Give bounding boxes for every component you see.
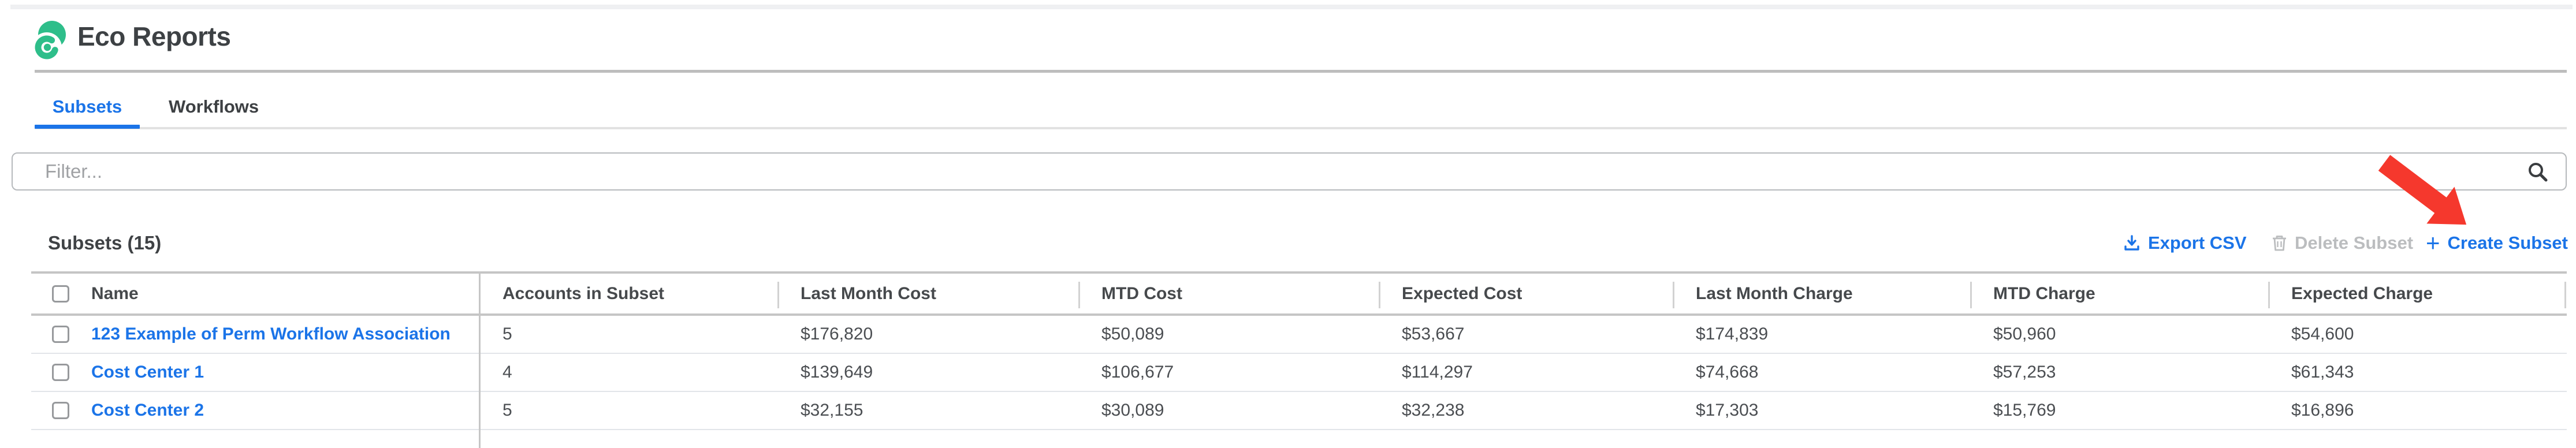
column-header-last-month-cost[interactable]: Last Month Cost <box>801 283 936 303</box>
table-row: Cost Center 2 5 $32,155 $30,089 $32,238 … <box>31 392 2567 430</box>
column-header-last-month-charge[interactable]: Last Month Charge <box>1696 283 1853 303</box>
header-divider <box>35 70 2567 73</box>
mtd-charge-cell: $15,769 <box>1993 401 2056 420</box>
trash-icon <box>2273 236 2286 251</box>
tabs-baseline <box>35 127 2567 129</box>
last-month-charge-cell: $74,668 <box>1696 363 1759 382</box>
mtd-charge-cell: $50,960 <box>1993 324 2056 344</box>
last-month-charge-cell: $174,839 <box>1696 324 1769 344</box>
accounts-cell: 4 <box>502 363 512 382</box>
active-tab-indicator <box>35 125 140 129</box>
row-checkbox[interactable] <box>52 402 69 419</box>
subset-name-link[interactable]: Cost Center 1 <box>91 363 204 382</box>
column-header-accounts[interactable]: Accounts in Subset <box>502 283 665 303</box>
mtd-cost-cell: $30,089 <box>1101 401 1164 420</box>
column-header-mtd-cost[interactable]: MTD Cost <box>1101 283 1182 303</box>
subsets-count-heading: Subsets (15) <box>48 232 162 253</box>
download-icon <box>2124 235 2139 251</box>
last-month-charge-cell: $17,303 <box>1696 401 1759 420</box>
delete-subset-button[interactable]: Delete Subset <box>2272 232 2413 255</box>
column-header-mtd-charge[interactable]: MTD Charge <box>1993 283 2095 303</box>
expected-cost-cell: $53,667 <box>1402 324 1465 344</box>
create-subset-label: Create Subset <box>2447 233 2568 253</box>
export-csv-button[interactable]: Export CSV <box>2123 232 2247 255</box>
header-column-separator <box>1673 282 1674 308</box>
expected-charge-cell: $61,343 <box>2291 363 2354 382</box>
table-row: Cost Center 1 4 $139,649 $106,677 $114,2… <box>31 354 2567 392</box>
mtd-cost-cell: $106,677 <box>1101 363 1174 382</box>
column-header-expected-charge[interactable]: Expected Charge <box>2291 283 2433 303</box>
eco-reports-logo-icon <box>33 21 66 62</box>
subsets-table: Name Accounts in Subset Last Month Cost … <box>31 271 2567 448</box>
subset-name-link[interactable]: Cost Center 2 <box>91 401 204 420</box>
header-checkbox-cell <box>31 285 91 303</box>
column-header-name[interactable]: Name <box>91 283 139 303</box>
subset-name-link[interactable]: 123 Example of Perm Workflow Association <box>91 324 451 344</box>
header-column-separator <box>1078 282 1080 308</box>
expected-charge-cell: $54,600 <box>2291 324 2354 344</box>
accounts-cell: 5 <box>502 401 512 420</box>
name-column-divider <box>479 271 481 448</box>
create-subset-button[interactable]: + Create Subset <box>2426 229 2568 256</box>
top-edge-strip <box>10 5 2573 9</box>
tab-subsets[interactable]: Subsets <box>52 96 122 117</box>
page-title: Eco Reports <box>77 21 231 51</box>
delete-subset-label: Delete Subset <box>2295 233 2414 253</box>
header-column-separator <box>777 282 779 308</box>
table-row: 123 Example of Perm Workflow Association… <box>31 316 2567 354</box>
plus-icon: + <box>2426 229 2440 256</box>
expected-charge-cell: $16,896 <box>2291 401 2354 420</box>
expected-cost-cell: $32,238 <box>1402 401 1465 420</box>
mtd-charge-cell: $57,253 <box>1993 363 2056 382</box>
row-checkbox[interactable] <box>52 326 69 343</box>
header-column-separator <box>1970 282 1972 308</box>
column-header-expected-cost[interactable]: Expected Cost <box>1402 283 1522 303</box>
row-checkbox[interactable] <box>52 364 69 381</box>
last-month-cost-cell: $139,649 <box>801 363 873 382</box>
last-month-cost-cell: $176,820 <box>801 324 873 344</box>
select-all-checkbox[interactable] <box>52 285 69 303</box>
export-csv-label: Export CSV <box>2148 233 2247 253</box>
accounts-cell: 5 <box>502 324 512 344</box>
search-icon[interactable] <box>2527 162 2548 182</box>
header-column-separator <box>1379 282 1380 308</box>
mtd-cost-cell: $50,089 <box>1101 324 1164 344</box>
last-month-cost-cell: $32,155 <box>801 401 863 420</box>
header-column-separator <box>2564 282 2566 308</box>
header-column-separator <box>2268 282 2270 308</box>
expected-cost-cell: $114,297 <box>1402 363 1473 382</box>
table-header-row: Name Accounts in Subset Last Month Cost … <box>31 271 2567 316</box>
tab-bar: Subsets Workflows <box>35 87 276 129</box>
filter-input[interactable] <box>12 152 2567 191</box>
tab-workflows[interactable]: Workflows <box>169 96 259 117</box>
